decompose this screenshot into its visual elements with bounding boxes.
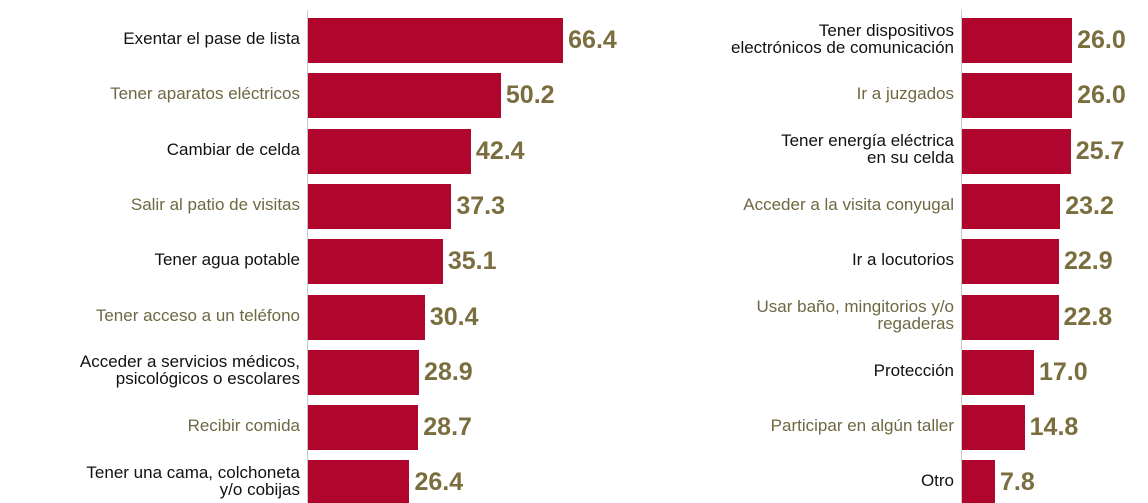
bar (962, 405, 1025, 451)
value-label: 14.8 (1029, 413, 1079, 442)
value-label: 26.0 (1077, 81, 1126, 110)
bar (308, 239, 443, 285)
value-label: 22.8 (1063, 302, 1113, 331)
bar (962, 294, 1059, 340)
axis-line (961, 10, 962, 503)
bar (308, 128, 471, 174)
bar (962, 349, 1034, 395)
category-label: Cambiar de celda (166, 139, 300, 159)
value-label: 7.8 (1000, 468, 1035, 497)
value-label: 25.7 (1075, 136, 1125, 165)
category-label: Tener una cama, colchoneta y/o cobijas (86, 462, 300, 499)
category-label: Tener dispositivos electrónicos de comun… (730, 20, 954, 57)
value-label: 28.7 (423, 413, 472, 442)
bar (962, 460, 996, 503)
bar (308, 294, 425, 340)
value-label: 30.4 (429, 302, 479, 331)
value-label: 23.2 (1065, 191, 1114, 220)
category-label: Participar en algún taller (770, 416, 954, 436)
category-label: Salir al patio de visitas (130, 194, 300, 214)
bar (962, 128, 1071, 174)
category-label: Recibir comida (187, 416, 300, 436)
value-label: 42.4 (475, 136, 525, 165)
bar (962, 18, 1073, 63)
category-label: Otro (920, 471, 954, 491)
value-label: 22.9 (1063, 247, 1113, 276)
value-label: 66.4 (568, 26, 617, 54)
category-label: Acceder a la visita conyugal (743, 194, 954, 214)
value-label: 50.2 (505, 81, 555, 110)
category-label: Tener aparatos eléctricos (110, 84, 300, 104)
category-label: Ir a juzgados (856, 84, 954, 104)
bar (962, 73, 1073, 119)
category-label: Protección (873, 360, 954, 380)
category-label: Tener acceso a un teléfono (95, 305, 300, 325)
category-label: Usar baño, mingitorios y/o regaderas (756, 297, 954, 333)
bar (962, 183, 1061, 229)
category-label: Exentar el pase de lista (123, 29, 300, 48)
category-label: Tener energía eléctrica en su celda (781, 131, 954, 168)
bar (962, 239, 1059, 285)
value-label: 17.0 (1038, 357, 1088, 386)
value-label: 26.4 (414, 468, 464, 497)
bar (308, 183, 452, 229)
category-label: Ir a locutorios (851, 250, 954, 270)
category-label: Tener agua potable (154, 250, 300, 270)
bar (308, 405, 419, 451)
category-label: Acceder a servicios médicos, psicológico… (79, 352, 300, 389)
value-label: 37.3 (456, 191, 505, 220)
bar (308, 18, 564, 63)
value-label: 26.0 (1077, 26, 1126, 54)
bar (308, 460, 410, 503)
bar (308, 73, 501, 119)
value-label: 28.9 (424, 357, 473, 386)
bar (308, 349, 420, 395)
axis-line (307, 10, 308, 503)
value-label: 35.1 (447, 247, 497, 276)
